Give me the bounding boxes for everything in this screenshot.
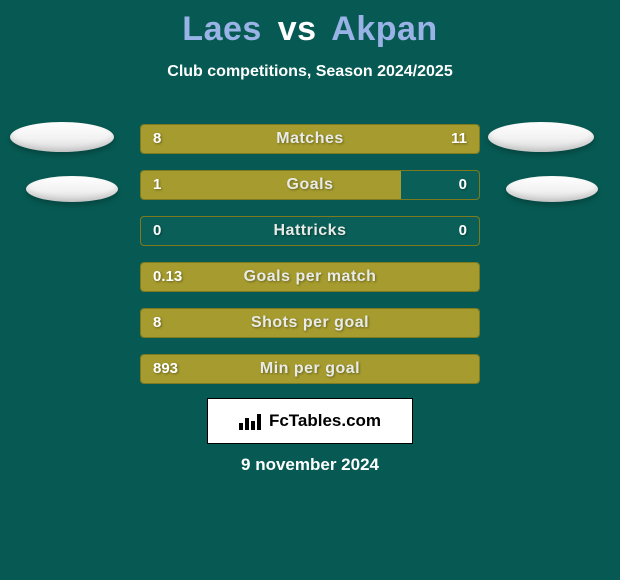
stat-label: Hattricks <box>141 217 479 245</box>
stat-label: Goals per match <box>141 263 479 291</box>
stat-row-gpm: 0.13 Goals per match <box>140 262 480 292</box>
title-player2: Akpan <box>331 10 437 48</box>
stat-value-right: 0 <box>459 217 467 245</box>
avatar-halo-right-1 <box>488 122 594 152</box>
stat-row-matches: 8 Matches 11 <box>140 124 480 154</box>
date-label: 9 november 2024 <box>0 455 620 475</box>
stat-label: Matches <box>141 125 479 153</box>
source-badge-text: FcTables.com <box>269 411 381 431</box>
avatar-halo-left-2 <box>26 176 118 202</box>
stat-row-mpg: 893 Min per goal <box>140 354 480 384</box>
stat-row-hattricks: 0 Hattricks 0 <box>140 216 480 246</box>
page-title: Laes vs Akpan <box>0 0 620 49</box>
avatar-halo-left-1 <box>10 122 114 152</box>
stats-container: 8 Matches 11 1 Goals 0 0 Hattricks 0 0.1… <box>140 124 480 400</box>
bar-chart-icon <box>239 412 261 430</box>
stat-value-right: 11 <box>451 125 467 153</box>
title-player1: Laes <box>182 10 262 48</box>
source-badge: FcTables.com <box>207 398 413 444</box>
subtitle: Club competitions, Season 2024/2025 <box>0 63 620 81</box>
stat-row-goals: 1 Goals 0 <box>140 170 480 200</box>
stat-row-spg: 8 Shots per goal <box>140 308 480 338</box>
stat-label: Shots per goal <box>141 309 479 337</box>
title-vs: vs <box>278 10 317 48</box>
stat-value-right: 0 <box>459 171 467 199</box>
avatar-halo-right-2 <box>506 176 598 202</box>
stat-label: Min per goal <box>141 355 479 383</box>
source-badge-inner: FcTables.com <box>239 411 381 431</box>
stat-label: Goals <box>141 171 479 199</box>
